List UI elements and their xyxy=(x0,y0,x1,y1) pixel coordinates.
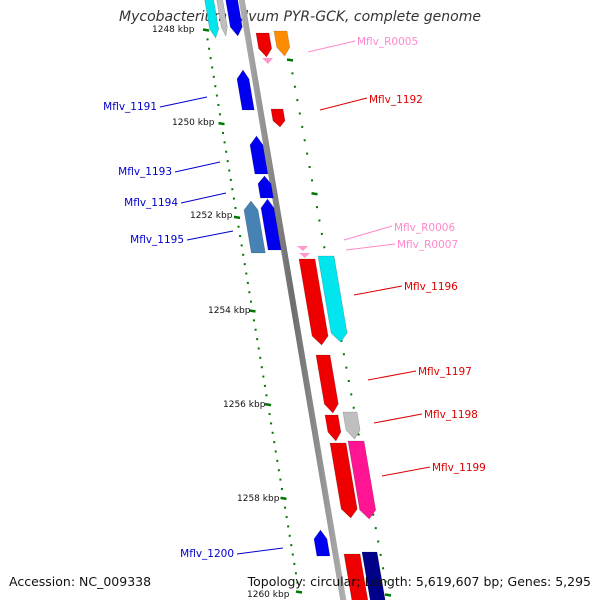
gene-label-mflv-1196: Mflv_1196 xyxy=(404,281,458,293)
scale-tick xyxy=(249,309,256,313)
gene-grey-top[interactable] xyxy=(215,0,228,37)
accession-text: Accession: NC_009338 xyxy=(9,574,152,589)
topology-text: Topology: circular; Length: 5,619,607 bp… xyxy=(247,574,591,589)
gene-label-mflv-1200: Mflv_1200 xyxy=(180,548,234,560)
gene-mflv-1199[interactable] xyxy=(329,442,358,519)
gene-labels: Mflv_R0005 Mflv_1191 Mflv_1192 Mflv_1193… xyxy=(103,36,486,560)
gene-label-mflv-r0006: Mflv_R0006 xyxy=(394,222,455,234)
gene-label-mflv-1193: Mflv_1193 xyxy=(118,166,172,178)
gene-label-mflv-1191: Mflv_1191 xyxy=(103,101,157,113)
scale-label-1248: 1248 kbp xyxy=(152,25,195,35)
leader-mflv-r0006 xyxy=(343,225,393,241)
gene-mflv-1196-cyan[interactable] xyxy=(317,255,348,343)
scale-label-1260: 1260 kbp xyxy=(247,590,290,600)
scale-tick xyxy=(264,402,272,407)
gene-cyan-top[interactable] xyxy=(203,0,219,39)
scale-tick-outer xyxy=(286,58,294,62)
leader-mflv-1194 xyxy=(180,192,227,204)
scale-label-1258: 1258 kbp xyxy=(237,494,280,504)
gene-mflv-1197[interactable] xyxy=(315,354,339,414)
scale-label-1252: 1252 kbp xyxy=(190,211,233,221)
scale-label-1250: 1250 kbp xyxy=(172,118,215,128)
gene-label-mflv-r0007: Mflv_R0007 xyxy=(397,239,458,251)
leader-mflv-1199 xyxy=(381,466,431,477)
scale-tick xyxy=(202,28,210,32)
gene-label-mflv-1198: Mflv_1198 xyxy=(424,409,478,421)
leader-mflv-1191 xyxy=(159,96,208,108)
gene-mflv-1198[interactable] xyxy=(324,414,342,442)
gene-bottom-navy[interactable] xyxy=(361,551,386,600)
leader-mflv-1192 xyxy=(319,97,368,111)
gene-bottom-red[interactable] xyxy=(343,553,369,600)
gene-orange[interactable] xyxy=(273,30,291,57)
label-leaders xyxy=(159,40,431,555)
leader-mflv-1195 xyxy=(186,230,234,241)
gene-mflv-1199-mag[interactable] xyxy=(347,440,377,520)
leader-mflv-1197 xyxy=(367,370,417,381)
scale-label-1254: 1254 kbp xyxy=(208,306,251,316)
scale-tick xyxy=(233,215,241,220)
scale-tick xyxy=(218,121,225,126)
scale-tick-outer xyxy=(384,593,392,597)
scale-labels: 1248 kbp 1250 kbp 1252 kbp 1254 kbp 1256… xyxy=(152,25,290,600)
gene-mflv-1200[interactable] xyxy=(313,529,331,557)
gene-mflv-1198-grey[interactable] xyxy=(342,411,361,440)
scale-label-1256: 1256 kbp xyxy=(223,400,266,410)
rna-mflv-r0006[interactable] xyxy=(297,246,308,251)
gene-features xyxy=(203,0,386,600)
leader-mflv-1200 xyxy=(236,547,284,555)
backbone-line xyxy=(238,0,347,600)
gene-mflv-1192-a[interactable] xyxy=(255,32,272,58)
gene-mflv-1195[interactable] xyxy=(243,200,266,254)
gene-mflv-1194[interactable] xyxy=(257,175,274,199)
leader-mflv-r0005 xyxy=(307,40,356,53)
gene-label-mflv-r0005: Mflv_R0005 xyxy=(357,36,418,48)
gene-label-mflv-1195: Mflv_1195 xyxy=(130,234,184,246)
gene-label-mflv-1197: Mflv_1197 xyxy=(418,366,472,378)
scale-tick-outer xyxy=(311,192,318,196)
gene-mflv-1196[interactable] xyxy=(298,258,329,346)
gene-blue-top[interactable] xyxy=(224,0,243,37)
leader-mflv-1193 xyxy=(174,161,221,173)
rna-mflv-r0007[interactable] xyxy=(299,253,310,258)
gene-mflv-1191[interactable] xyxy=(236,69,255,111)
leader-mflv-r0007 xyxy=(345,243,396,251)
scale-tick xyxy=(295,590,303,594)
gene-mflv-1195-b[interactable] xyxy=(260,198,282,251)
rna-mflv-r0005[interactable] xyxy=(262,58,273,64)
gene-label-mflv-1194: Mflv_1194 xyxy=(124,197,178,209)
gene-mflv-1192[interactable] xyxy=(270,108,286,128)
gene-mflv-1193[interactable] xyxy=(249,135,269,175)
leader-mflv-1198 xyxy=(373,413,423,424)
gene-label-mflv-1199: Mflv_1199 xyxy=(432,462,486,474)
scale-tick xyxy=(280,496,287,501)
gene-label-mflv-1192: Mflv_1192 xyxy=(369,94,423,106)
leader-mflv-1196 xyxy=(353,285,403,296)
